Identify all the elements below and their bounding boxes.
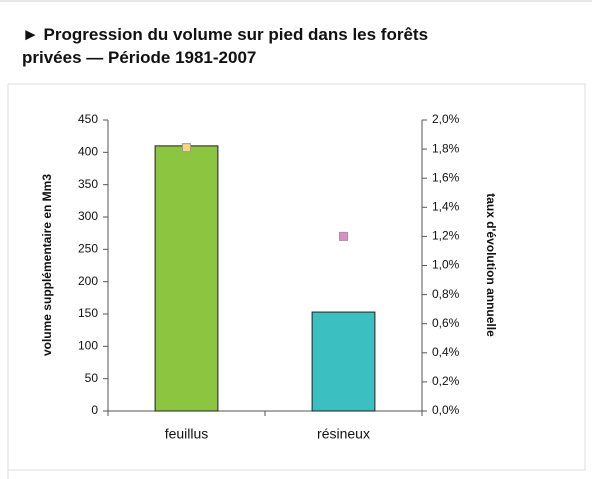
- y2-tick-label: 1,6%: [432, 170, 460, 184]
- y-tick-label: 0: [91, 403, 98, 417]
- bar: [154, 145, 219, 412]
- chart-title: ► Progression du volume sur pied dans le…: [22, 25, 428, 44]
- y2-tick-label: 1,2%: [432, 229, 460, 243]
- bar: [311, 311, 376, 412]
- y-tick-label: 200: [78, 274, 98, 288]
- y-tick-label: 400: [78, 145, 98, 159]
- y2-tick-label: 0,6%: [432, 316, 460, 330]
- frame: [7, 83, 586, 479]
- y2-tick-label: 1,0%: [432, 258, 460, 272]
- y2-tick-label: 0,0%: [432, 403, 460, 417]
- y2-axis-label: taux d'évolution annuelle: [484, 193, 498, 337]
- y-tick-label: 300: [78, 209, 98, 223]
- y-axis-label: volume supplémentaire en Mm3: [40, 174, 54, 356]
- chart-title: privées — Période 1981-2007: [22, 48, 256, 67]
- y-tick-label: 250: [78, 242, 98, 256]
- rate-marker: [182, 143, 191, 153]
- y2-tick-label: 2,0%: [432, 112, 460, 126]
- rate-marker: [339, 231, 348, 241]
- y2-tick-label: 0,4%: [432, 345, 460, 359]
- y2-tick-label: 1,4%: [432, 199, 460, 213]
- y-tick-label: 350: [78, 177, 98, 191]
- y2-tick-label: 1,8%: [432, 141, 460, 155]
- y2-tick-label: 0,2%: [432, 374, 460, 388]
- y-tick-label: 100: [78, 339, 98, 353]
- x-tick-label: feuillus: [165, 426, 209, 442]
- y-tick-label: 150: [78, 306, 98, 320]
- y-tick-label: 450: [78, 112, 98, 126]
- x-tick-label: résineux: [317, 426, 370, 442]
- y-tick-label: 50: [85, 371, 99, 385]
- y2-tick-label: 0,8%: [432, 287, 460, 301]
